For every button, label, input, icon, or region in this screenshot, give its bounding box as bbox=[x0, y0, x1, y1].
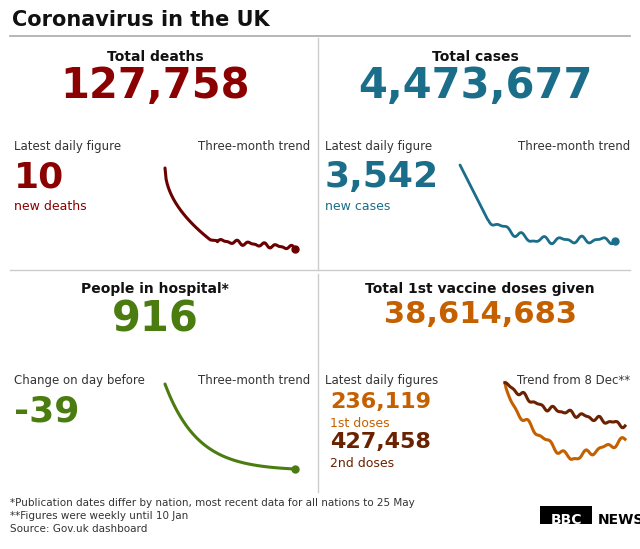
Text: *Publication dates differ by nation, most recent data for all nations to 25 May: *Publication dates differ by nation, mos… bbox=[10, 498, 415, 508]
Text: People in hospital*: People in hospital* bbox=[81, 282, 229, 296]
Text: **Figures were weekly until 10 Jan: **Figures were weekly until 10 Jan bbox=[10, 511, 188, 521]
Text: Latest daily figure: Latest daily figure bbox=[14, 140, 121, 153]
Text: 10: 10 bbox=[14, 160, 64, 194]
Text: 38,614,683: 38,614,683 bbox=[383, 300, 577, 329]
Text: Coronavirus in the UK: Coronavirus in the UK bbox=[12, 10, 269, 30]
Text: NEWS: NEWS bbox=[598, 513, 640, 527]
Text: new cases: new cases bbox=[325, 200, 390, 213]
Text: 1st doses: 1st doses bbox=[330, 417, 390, 430]
Text: Latest daily figure: Latest daily figure bbox=[325, 140, 432, 153]
Text: 127,758: 127,758 bbox=[60, 65, 250, 107]
Text: 3,542: 3,542 bbox=[325, 160, 439, 194]
Text: Trend from 8 Dec**: Trend from 8 Dec** bbox=[517, 374, 630, 387]
Text: Change on day before: Change on day before bbox=[14, 374, 145, 387]
Text: Total deaths: Total deaths bbox=[107, 50, 204, 64]
Text: Source: Gov.uk dashboard: Source: Gov.uk dashboard bbox=[10, 524, 147, 534]
Text: BBC: BBC bbox=[550, 513, 582, 527]
Text: Latest daily figures: Latest daily figures bbox=[325, 374, 438, 387]
FancyBboxPatch shape bbox=[540, 506, 592, 524]
Text: 4,473,677: 4,473,677 bbox=[358, 65, 592, 107]
Text: 236,119: 236,119 bbox=[330, 392, 431, 412]
Text: 2nd doses: 2nd doses bbox=[330, 457, 394, 470]
Text: 427,458: 427,458 bbox=[330, 432, 431, 452]
Text: Total cases: Total cases bbox=[431, 50, 518, 64]
Text: -39: -39 bbox=[14, 394, 79, 428]
Text: 916: 916 bbox=[111, 298, 198, 340]
Text: new deaths: new deaths bbox=[14, 200, 86, 213]
Text: Three-month trend: Three-month trend bbox=[198, 140, 310, 153]
Text: Three-month trend: Three-month trend bbox=[518, 140, 630, 153]
Text: Total 1st vaccine doses given: Total 1st vaccine doses given bbox=[365, 282, 595, 296]
Text: Three-month trend: Three-month trend bbox=[198, 374, 310, 387]
